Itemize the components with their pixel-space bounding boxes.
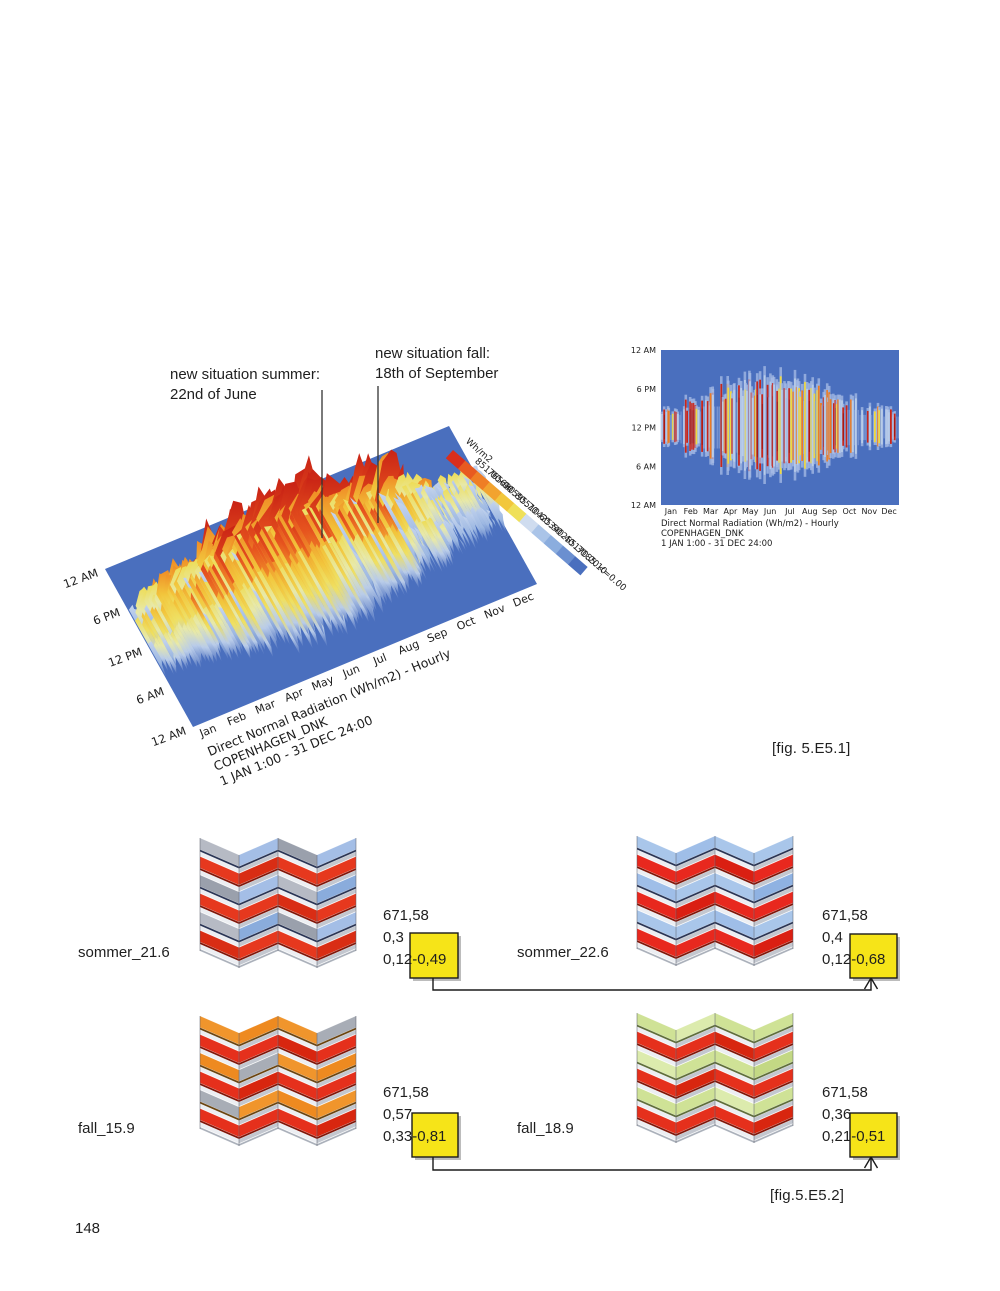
figure1-caption: [fig. 5.E5.1] xyxy=(772,740,851,757)
svg-text:COPENHAGEN_DNK: COPENHAGEN_DNK xyxy=(661,529,744,539)
svg-text:Mar: Mar xyxy=(703,507,719,516)
svg-text:Jan: Jan xyxy=(664,507,677,516)
svg-text:Sep: Sep xyxy=(822,507,837,516)
svg-text:Jan: Jan xyxy=(197,722,219,741)
svg-text:May: May xyxy=(742,507,759,516)
page-number: 148 xyxy=(75,1220,101,1237)
svg-text:Direct Normal Radiation (Wh/m2: Direct Normal Radiation (Wh/m2) - Hourly xyxy=(661,519,839,529)
svg-text:6 AM: 6 AM xyxy=(636,462,656,471)
metrics-fall-18-9: 671,58 0,36 0,21-0,51 xyxy=(822,1082,885,1148)
range-highlighted-value: -0,49 xyxy=(412,951,447,968)
range-prefix: 0,33 xyxy=(383,1128,413,1145)
annotation-summer-line1: new situation summer: xyxy=(170,366,321,383)
range-highlighted-value: -0,51 xyxy=(851,1128,886,1145)
panel-sommer_22.6 xyxy=(636,835,794,967)
metric-value: 0,3 xyxy=(383,929,404,946)
range-prefix: 0,12 xyxy=(822,951,852,968)
svg-text:1 JAN 1:00 - 31 DEC 24:00: 1 JAN 1:00 - 31 DEC 24:00 xyxy=(661,539,772,549)
svg-text:6 PM: 6 PM xyxy=(91,605,122,628)
metric-total: 671,58 xyxy=(383,907,429,924)
panel-fall_18.9 xyxy=(636,1012,794,1144)
annotation-summer: new situation summer: 22nd of June xyxy=(170,365,320,405)
figure2-caption: [fig.5.E5.2] xyxy=(770,1187,845,1204)
metric-value: 0,57 xyxy=(383,1106,413,1123)
panel-label-sommer-22-6: sommer_22.6 xyxy=(517,944,609,961)
svg-text:Jun: Jun xyxy=(340,662,362,681)
panel-label-sommer-21-6: sommer_21.6 xyxy=(78,944,170,961)
annotation-fall-line1: new situation fall: xyxy=(375,345,491,362)
svg-text:Aug: Aug xyxy=(802,507,818,516)
svg-text:12 AM: 12 AM xyxy=(631,501,656,510)
range-prefix: 0,21 xyxy=(822,1128,852,1145)
panel-label-fall-18-9: fall_18.9 xyxy=(517,1120,574,1137)
panel-label-fall-15-9: fall_15.9 xyxy=(78,1120,135,1137)
metric-range: 0,12-0,49 xyxy=(383,949,446,971)
svg-text:6 PM: 6 PM xyxy=(637,385,656,394)
metrics-sommer-21-6: 671,58 0,3 0,12-0,49 xyxy=(383,905,446,971)
svg-text:12 AM: 12 AM xyxy=(149,724,188,749)
svg-text:Apr: Apr xyxy=(723,507,738,516)
metric-total: 671,58 xyxy=(822,1084,868,1101)
highlight-boxes-and-arrows xyxy=(409,932,900,1171)
metric-range: 0,12-0,68 xyxy=(822,949,885,971)
svg-text:Jul: Jul xyxy=(371,651,389,668)
metric-range: 0,21-0,51 xyxy=(822,1126,885,1148)
svg-text:12 AM: 12 AM xyxy=(61,566,100,591)
svg-text:Oct: Oct xyxy=(842,507,856,516)
metric-value: 0,4 xyxy=(822,929,843,946)
svg-text:12 PM: 12 PM xyxy=(106,645,144,670)
svg-text:12 PM: 12 PM xyxy=(632,424,657,433)
metric-value: 0,36 xyxy=(822,1106,852,1123)
panel-sommer_21.6 xyxy=(199,837,357,969)
svg-text:<=0.00: <=0.00 xyxy=(595,563,628,594)
svg-text:12 AM: 12 AM xyxy=(631,346,656,355)
annotation-pointer-lines xyxy=(321,386,379,538)
svg-text:Jun: Jun xyxy=(763,507,777,516)
facade-pattern-panels xyxy=(199,835,794,1147)
metric-total: 671,58 xyxy=(383,1084,429,1101)
radiation-heatmap: 12 AM 6 PM 12 PM 6 AM 12 AM Jan Feb Mar Apr May Ju… xyxy=(631,346,900,549)
svg-text:Dec: Dec xyxy=(881,507,896,516)
annotation-fall-line2: 18th of September xyxy=(375,365,499,382)
range-highlighted-value: -0,81 xyxy=(412,1128,447,1145)
panel-fall_15.9 xyxy=(199,1015,357,1147)
range-highlighted-value: -0,68 xyxy=(851,951,886,968)
svg-text:Nov: Nov xyxy=(861,507,877,516)
range-prefix: 0,12 xyxy=(383,951,413,968)
annotation-summer-line2: 22nd of June xyxy=(170,386,257,403)
metric-range: 0,33-0,81 xyxy=(383,1126,446,1148)
metrics-sommer-22-6: 671,58 0,4 0,12-0,68 xyxy=(822,905,885,971)
svg-text:Jul: Jul xyxy=(784,507,795,516)
svg-text:Feb: Feb xyxy=(684,507,698,516)
metrics-fall-15-9: 671,58 0,57 0,33-0,81 xyxy=(383,1082,446,1148)
metric-total: 671,58 xyxy=(822,907,868,924)
annotation-fall: new situation fall: 18th of September xyxy=(375,344,498,384)
svg-text:6 AM: 6 AM xyxy=(134,684,166,707)
